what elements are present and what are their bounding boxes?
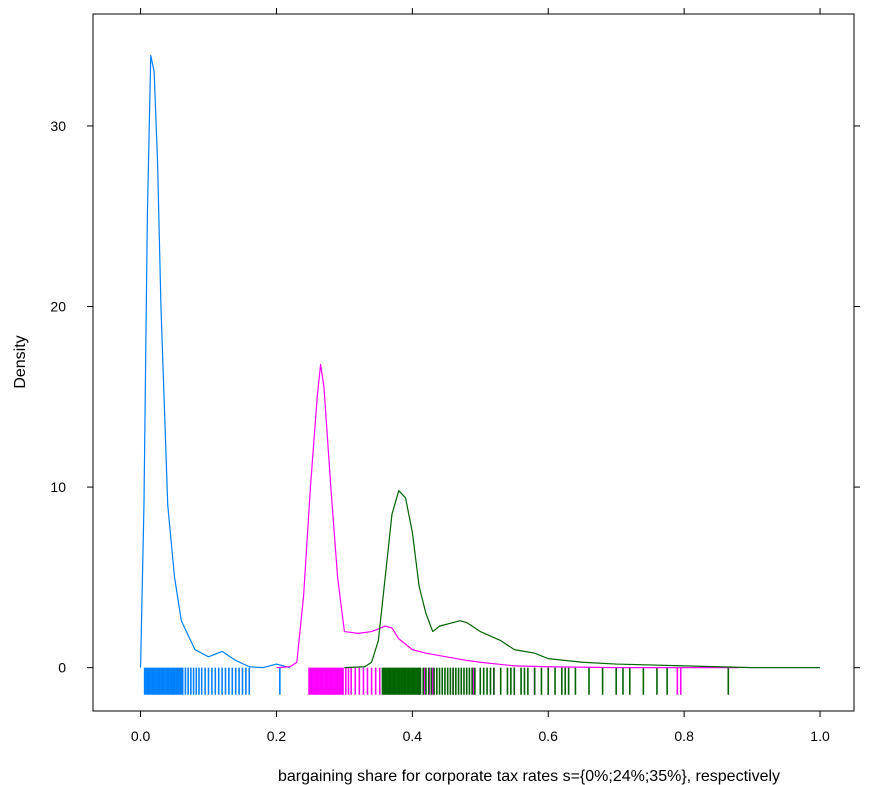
- x-tick-label-5: 0.8: [674, 728, 694, 744]
- x-tick-label-1: 0.0: [131, 728, 151, 744]
- x-tick-label-6: 1.0: [810, 728, 830, 744]
- x-tick-label-3: 0.4: [403, 728, 423, 744]
- density-line-series-3: [344, 490, 821, 669]
- series-layer: [139, 54, 821, 669]
- y-tick-label-2: 10: [50, 479, 66, 495]
- plot-frame: [92, 13, 855, 712]
- x-tick-label-2: 0.2: [267, 728, 287, 744]
- x-tick-label-4: 0.6: [539, 728, 559, 744]
- ticks-layer: 0.0 0.2 0.4 0.6 0.8 1.0 0 10 20 30: [50, 8, 860, 744]
- x-axis-title: bargaining share for corporate tax rates…: [278, 768, 780, 785]
- density-line-series-2: [276, 363, 739, 669]
- density-line-series-1: [139, 54, 291, 669]
- y-tick-label-4: 30: [50, 118, 66, 134]
- y-tick-label-1: 0: [58, 660, 66, 676]
- y-tick-label-3: 20: [50, 299, 66, 315]
- rug-layer: [143, 667, 730, 695]
- y-axis-title: Density: [12, 335, 29, 388]
